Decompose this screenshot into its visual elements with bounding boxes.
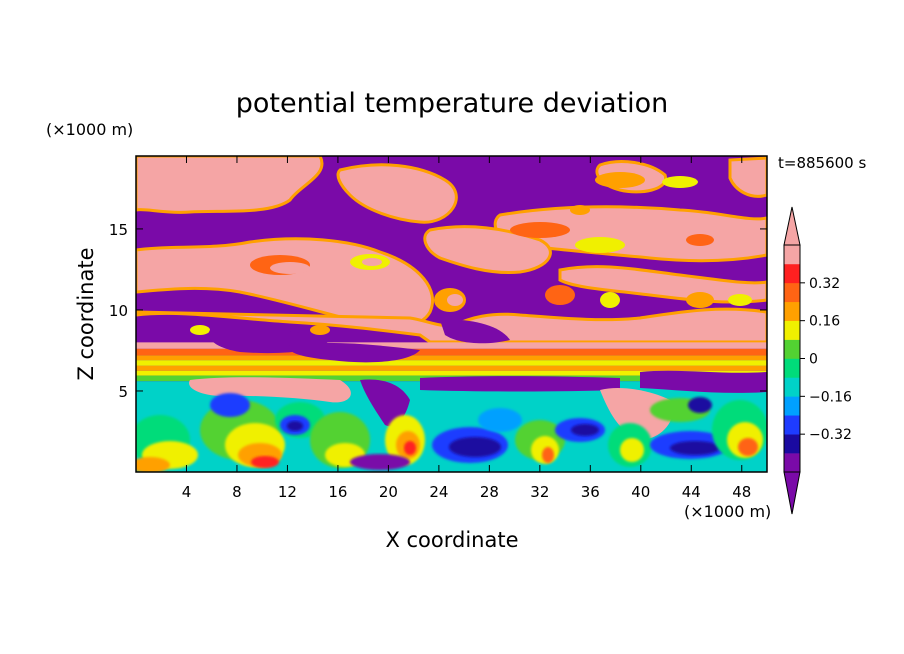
x-tick-label: 24 <box>429 483 448 501</box>
field-feature <box>362 258 382 266</box>
x-tick-label: 20 <box>379 483 398 501</box>
y-axis-ticks: 5 10 15 <box>109 221 767 401</box>
field-eddy <box>620 438 644 462</box>
colorbar-swatch <box>784 263 800 284</box>
colorbar-swatch <box>784 415 800 435</box>
x-axis-ticks: 4 8 12 16 20 24 28 32 36 40 44 48 <box>182 156 751 501</box>
colorbar-swatch <box>784 301 800 321</box>
field-patch-negative <box>440 319 510 344</box>
colorbar-swatch <box>784 377 800 397</box>
field-eddy <box>287 421 303 431</box>
field-patch <box>360 379 410 427</box>
field-feature <box>270 262 310 274</box>
field-eddy <box>350 454 410 470</box>
field-eddy <box>404 441 416 455</box>
colorbar-swatch <box>784 453 800 473</box>
plot-frame <box>135 155 768 473</box>
field-band <box>136 365 767 371</box>
field-feature <box>728 294 752 306</box>
field-eddy <box>738 438 758 456</box>
field-patch-positive <box>336 163 458 224</box>
colorbar-swatch <box>784 396 800 416</box>
colorbar-label: −0.32 <box>809 427 852 443</box>
field-feature <box>310 325 330 335</box>
y-unit-label: (×1000 m) <box>46 120 133 139</box>
chart-title: potential temperature deviation <box>236 88 668 119</box>
plot-field <box>136 156 767 472</box>
colorbar-extend-bottom <box>783 471 801 515</box>
colorbar-label: 0.32 <box>809 276 840 292</box>
field-eddy <box>478 408 522 432</box>
colorbar-swatch <box>784 434 800 454</box>
field-patch <box>600 388 673 440</box>
field-patch <box>189 377 351 403</box>
field-feature <box>662 176 698 188</box>
x-tick-label: 44 <box>682 483 701 501</box>
x-tick-label: 12 <box>278 483 297 501</box>
colorbar-label: 0.16 <box>809 314 840 330</box>
time-label: t=885600 s <box>778 154 866 172</box>
y-axis-label: Z coordinate <box>74 247 98 380</box>
x-unit-label: (×1000 m) <box>684 502 771 521</box>
field-eddy <box>136 457 170 472</box>
field-band <box>136 355 767 361</box>
field-eddy <box>571 424 599 436</box>
y-tick-label: 10 <box>109 302 128 320</box>
field-patch-positive <box>423 225 552 275</box>
field-feature <box>545 285 575 305</box>
colorbar-extend-top <box>783 206 801 246</box>
colorbar-swatch <box>784 358 800 378</box>
x-tick-label: 16 <box>328 483 347 501</box>
colorbar-label: 0 <box>809 352 818 368</box>
field-eddy <box>251 456 279 468</box>
x-axis-label: X coordinate <box>385 528 518 552</box>
field-band <box>136 360 767 366</box>
field-patch-negative <box>289 342 420 363</box>
colorbar: 0.32 0.16 0 −0.16 −0.32 <box>783 206 852 515</box>
x-tick-label: 36 <box>581 483 600 501</box>
field-patch-positive <box>136 156 324 214</box>
field-eddy <box>670 441 720 455</box>
field-feature <box>510 222 570 238</box>
x-tick-label: 28 <box>480 483 499 501</box>
y-tick-label: 5 <box>118 383 128 401</box>
x-tick-label: 4 <box>182 483 192 501</box>
field-feature <box>600 292 620 308</box>
x-tick-label: 8 <box>232 483 242 501</box>
field-patch <box>420 376 620 392</box>
colorbar-label: −0.16 <box>809 389 852 405</box>
field-feature <box>190 325 210 335</box>
field-feature <box>447 294 463 306</box>
field-eddy <box>688 397 712 413</box>
field-patch <box>640 370 767 393</box>
colorbar-swatch <box>784 320 800 340</box>
colorbar-swatch <box>784 282 800 303</box>
field-eddy <box>449 437 501 457</box>
field-feature <box>595 172 645 188</box>
field-band <box>136 370 767 376</box>
field-patch-positive <box>558 265 767 304</box>
field-eddy <box>542 447 554 463</box>
field-feature <box>686 234 714 246</box>
field-band <box>136 342 767 349</box>
y-tick-label: 15 <box>109 221 128 239</box>
field-eddy <box>210 393 250 417</box>
field-band <box>136 348 767 356</box>
colorbar-swatch <box>784 245 800 265</box>
field-feature <box>570 205 590 215</box>
colorbar-swatch <box>784 339 800 359</box>
field-feature <box>575 237 625 253</box>
field-feature <box>686 292 714 308</box>
x-tick-label: 40 <box>631 483 650 501</box>
x-tick-label: 32 <box>530 483 549 501</box>
x-tick-label: 48 <box>732 483 751 501</box>
